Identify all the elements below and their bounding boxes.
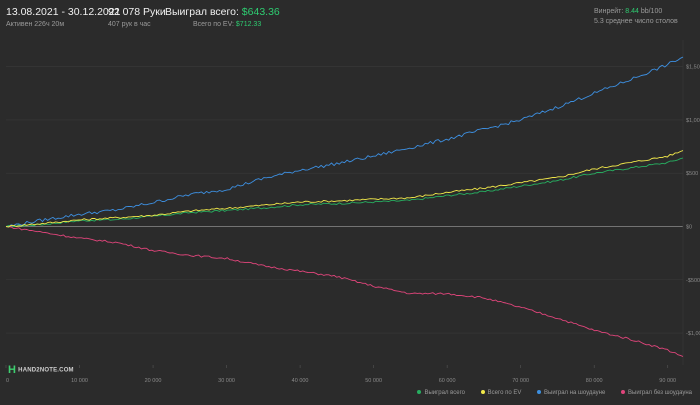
y-tick-label: -$500 xyxy=(686,278,700,284)
winrate-unit: bb/100 xyxy=(640,8,663,15)
legend-dot-icon xyxy=(537,390,541,395)
active-time: Активен 226ч 20м xyxy=(6,21,65,28)
x-tick-label: 60 000 xyxy=(439,378,456,384)
avg-tables: 5.3 среднее число столов xyxy=(594,18,678,25)
winnings-block: Выиграл всего: $643.36 Всего по EV: $712… xyxy=(165,6,280,28)
ev-label: Всего по EV: xyxy=(193,21,234,28)
hands-per-hour: 407 рук в час xyxy=(108,21,151,28)
chart-legend: Выиграл всего Всего по EV Выиграл на шоу… xyxy=(403,390,692,396)
x-tick-label: 30 000 xyxy=(218,378,235,384)
winrate-block: Винрейт: 8.44 bb/100 5.3 среднее число с… xyxy=(594,8,678,25)
x-tick-label: 90 000 xyxy=(659,378,676,384)
h-letter-logo-icon: H xyxy=(8,364,17,376)
legend-dot-icon xyxy=(417,390,422,395)
legend-label: Выиграл без шоудауна xyxy=(628,390,692,396)
y-tick-label: $500 xyxy=(686,171,698,177)
legend-label: Всего по EV xyxy=(487,390,522,396)
ev-value: $712.33 xyxy=(235,21,262,28)
legend-item-non-showdown[interactable]: Выиграл без шоудауна xyxy=(621,390,692,396)
winrate-value: 8.44 xyxy=(625,8,639,15)
hands-block: 92 078 Руки 407 рук в час xyxy=(108,6,166,28)
stats-header: 13.08.2021 - 30.12.2021 Активен 226ч 20м… xyxy=(0,0,700,40)
x-tick-label: 0 xyxy=(6,378,9,384)
tick-labels: -$1,000 -$500 $0 $500 $1,000 $1,500 0 10 000 20 … xyxy=(6,65,700,384)
x-tick-label: 20 000 xyxy=(145,378,162,384)
x-tick-label: 10 000 xyxy=(71,378,88,384)
won-value: $643.36 xyxy=(241,6,280,18)
series-lines xyxy=(5,56,684,357)
legend-item-total[interactable]: Выиграл всего xyxy=(417,390,465,396)
legend-label: Выиграл всего xyxy=(424,390,465,396)
legend-item-showdown[interactable]: Выиграл на шоудауне xyxy=(537,390,605,396)
x-tick-label: 70 000 xyxy=(512,378,529,384)
x-tick-label: 40 000 xyxy=(292,378,309,384)
logo-text: HAND2NOTE.COM xyxy=(18,367,74,374)
y-tick-label: $0 xyxy=(686,224,692,230)
hand2note-logo: H HAND2NOTE.COM xyxy=(8,364,74,376)
y-tick-label: $1,000 xyxy=(686,118,700,124)
grid xyxy=(5,40,684,368)
series-line-0 xyxy=(5,157,684,228)
legend-label: Выиграл на шоудауне xyxy=(544,390,606,396)
date-range: 13.08.2021 - 30.12.2021 xyxy=(6,6,121,18)
won-label: Выиграл всего: xyxy=(165,6,239,18)
y-tick-label: $1,500 xyxy=(686,65,700,71)
x-tick-label: 80 000 xyxy=(586,378,603,384)
date-block: 13.08.2021 - 30.12.2021 Активен 226ч 20м xyxy=(6,6,120,28)
hands-count: 92 078 Руки xyxy=(108,6,166,18)
y-tick-label: -$1,000 xyxy=(686,331,700,337)
series-line-1 xyxy=(5,150,684,228)
winrate-label: Винрейт: xyxy=(594,8,624,15)
legend-item-ev[interactable]: Всего по EV xyxy=(480,390,522,396)
legend-dot-icon xyxy=(621,390,625,395)
series-line-3 xyxy=(5,226,684,357)
x-tick-label: 50 000 xyxy=(365,378,382,384)
legend-dot-icon xyxy=(480,390,485,395)
series-line-2 xyxy=(6,56,684,227)
